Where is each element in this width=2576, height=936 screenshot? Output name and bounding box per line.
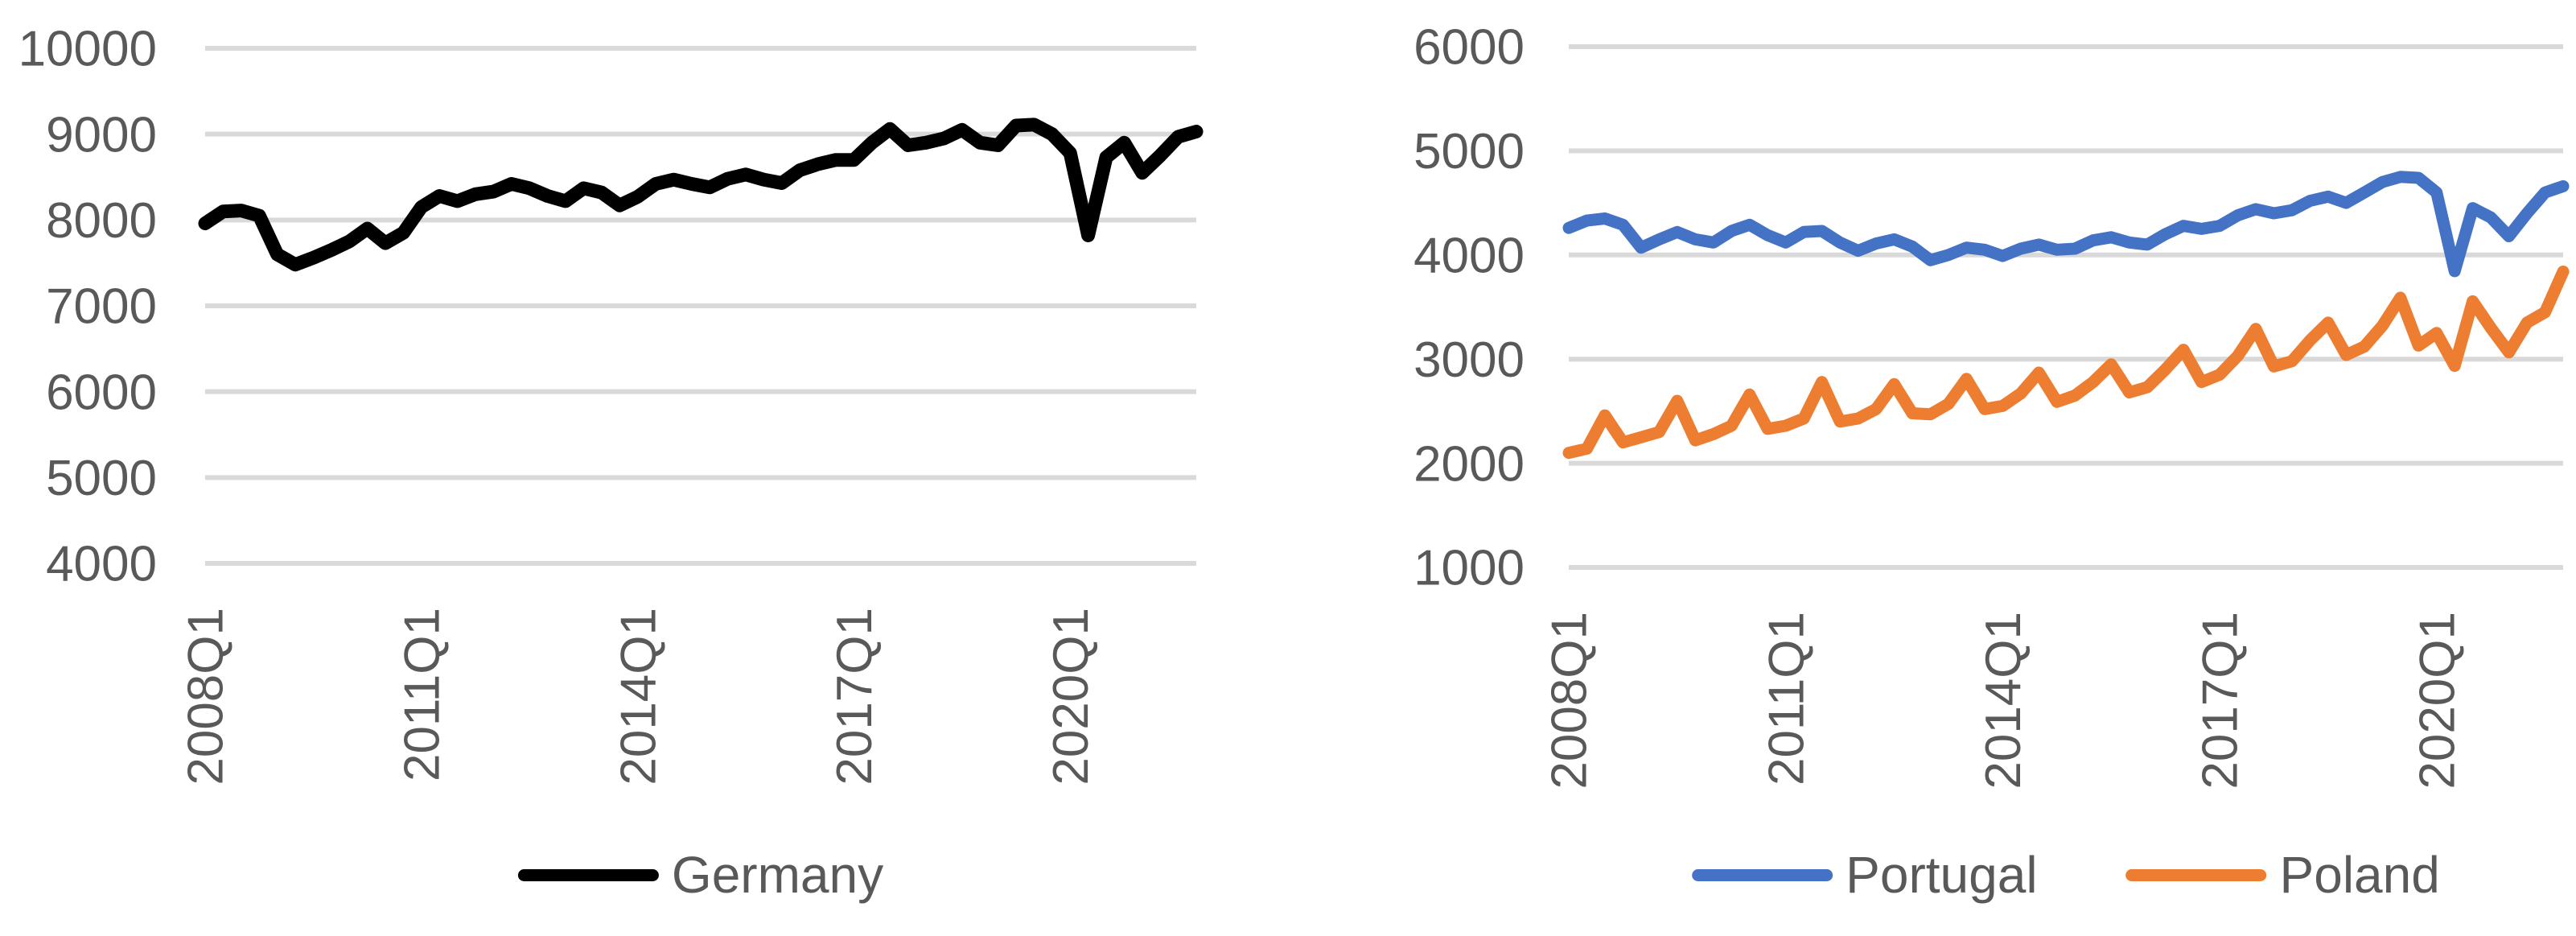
- legend-item-poland: Poland: [2125, 846, 2440, 904]
- y-tick-label-6000: 6000: [1414, 20, 1525, 76]
- x-tick-label-2008Q1: 2008Q1: [1542, 612, 1598, 790]
- x-tick-label-2011Q1: 2011Q1: [1759, 612, 1814, 785]
- y-tick-label-5000: 5000: [46, 451, 157, 506]
- portugal-poland-legend: Portugal Poland: [1692, 847, 2440, 903]
- series-line-poland: [1562, 266, 2570, 460]
- y-tick-label-3000: 3000: [1414, 332, 1525, 388]
- x-tick-label-2008Q1: 2008Q1: [179, 608, 234, 785]
- poland-line-swatch-icon: [2125, 868, 2267, 881]
- germany-line-swatch-icon: [517, 868, 659, 881]
- x-tick-label-2014Q1: 2014Q1: [1976, 612, 2031, 790]
- y-tick-label-4000: 4000: [1414, 229, 1525, 284]
- x-tick-label-2011Q1: 2011Q1: [395, 608, 451, 781]
- x-tick-label-2020Q1: 2020Q1: [1043, 608, 1099, 785]
- x-tick-label-2017Q1: 2017Q1: [827, 608, 883, 785]
- y-tick-label-6000: 6000: [46, 365, 157, 420]
- y-tick-label-4000: 4000: [46, 537, 157, 592]
- portugal-line-swatch-icon: [1692, 868, 1833, 881]
- y-tick-label-8000: 8000: [46, 193, 157, 249]
- y-tick-label-10000: 10000: [19, 22, 157, 77]
- series-line-germany: [198, 118, 1204, 272]
- portugal-poland-chart: 6000 5000 4000 3000 2000 1000 2008Q1 2011Q1 2014…: [1287, 0, 2576, 936]
- x-tick-label-2017Q1: 2017Q1: [2193, 612, 2249, 790]
- y-tick-label-1000: 1000: [1414, 541, 1525, 596]
- y-tick-label-7000: 7000: [46, 279, 157, 335]
- y-tick-label-2000: 2000: [1414, 436, 1525, 492]
- y-tick-label-5000: 5000: [1414, 124, 1525, 179]
- y-tick-label-9000: 9000: [46, 107, 157, 163]
- portugal-legend-label: Portugal: [1846, 846, 2038, 904]
- portugal-poland-plot-area: 6000 5000 4000 3000 2000 1000 2008Q1 2011Q1 2014…: [1414, 20, 2570, 790]
- germany-plot-area: 10000 9000 8000 7000 6000 5000 4000 2008Q1 2011Q…: [19, 22, 1204, 785]
- x-tick-label-2020Q1: 2020Q1: [2409, 612, 2465, 790]
- x-tick-label-2014Q1: 2014Q1: [611, 608, 666, 785]
- series-line-portugal: [1562, 171, 2570, 278]
- germany-chart: 10000 9000 8000 7000 6000 5000 4000 2008Q1 2011Q…: [0, 0, 1287, 936]
- germany-legend: Germany: [517, 846, 884, 904]
- legend-item-portugal: Portugal: [1692, 846, 2038, 904]
- legend-item-germany: Germany: [517, 846, 884, 904]
- poland-legend-label: Poland: [2279, 846, 2440, 904]
- germany-legend-label: Germany: [671, 846, 884, 904]
